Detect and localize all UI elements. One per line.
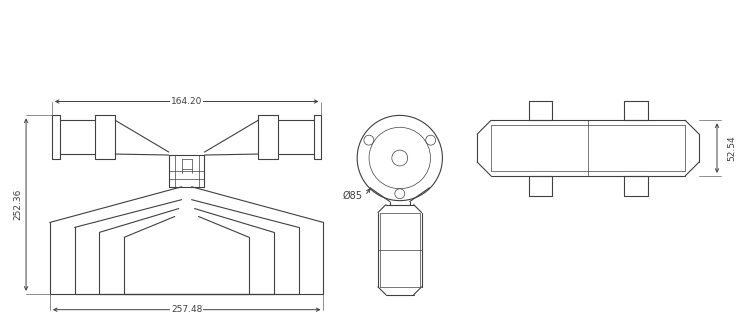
Text: 52.54: 52.54: [727, 135, 736, 161]
Text: Ø85: Ø85: [342, 191, 362, 201]
Text: 164.20: 164.20: [171, 97, 202, 106]
Text: 257.48: 257.48: [171, 305, 202, 314]
Text: 252.36: 252.36: [13, 189, 22, 220]
